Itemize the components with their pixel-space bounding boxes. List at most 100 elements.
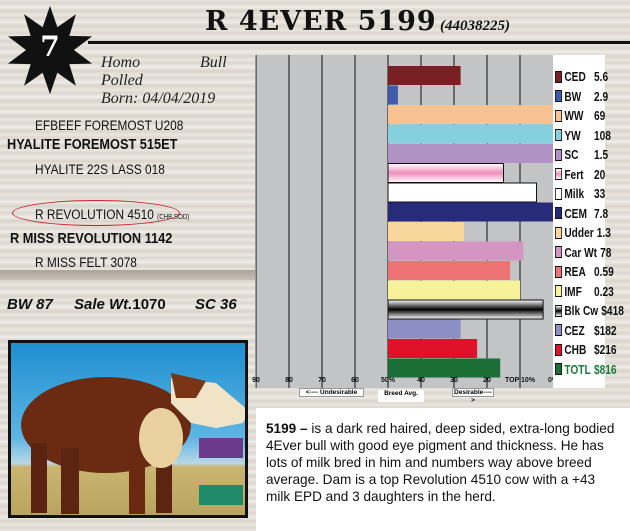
legend-item: BW 2.9 (555, 87, 608, 106)
legend-epd: 7.8 (594, 205, 609, 221)
legend-swatch (555, 226, 563, 239)
legend-swatch (555, 129, 563, 141)
pedigree-sire-dam: HYALITE 22S LASS 018 (35, 162, 165, 177)
legend-item: Udder 1.3 (555, 223, 611, 242)
sale-weight-label: Sale Wt. (74, 296, 133, 313)
lot-number: 7 (40, 30, 60, 63)
legend-epd: 1.3 (596, 225, 611, 240)
bar-milk (387, 182, 537, 203)
legend-item: CED 5.6 (555, 67, 608, 86)
legend-epd: $182 (594, 322, 617, 338)
bar-sc (388, 144, 553, 163)
legend-item: CEM 7.8 (555, 204, 608, 223)
legend-epd: 5.6 (594, 69, 609, 84)
axis-label-desirable: Desirable----> (452, 388, 494, 404)
registration-number: (44038225) (440, 18, 510, 34)
bar-cez (388, 319, 461, 339)
bar-cem (388, 202, 553, 222)
legend-item: CEZ $182 (555, 321, 617, 340)
legend-item: Blk Cw $418 (555, 301, 624, 320)
legend-item: IMF 0.23 (555, 282, 614, 301)
bull-image (21, 373, 245, 514)
bar-yw (388, 124, 553, 144)
legend-swatch (555, 90, 563, 102)
animal-title: R 4EVER 5199 (205, 6, 437, 37)
legend-swatch (555, 285, 563, 297)
legend-trait: CED (564, 69, 586, 84)
birth-weight: BW 87 (7, 296, 53, 313)
axis-label-breed-avg: Breed Avg. (378, 390, 424, 402)
legend-swatch (555, 187, 563, 200)
legend-item: TOTL $816 (555, 360, 617, 379)
legend-epd: 33 (594, 186, 606, 201)
title-rule (88, 41, 630, 44)
legend-item: REA 0.59 (555, 262, 614, 281)
legend-epd: 0.23 (594, 283, 614, 299)
tick-label: TOP 10% (504, 377, 536, 384)
legend-swatch (555, 109, 563, 122)
legend-item: CHB $216 (555, 340, 617, 359)
legend-trait: Car Wt (564, 244, 598, 260)
horn-status: Homo (101, 54, 141, 71)
dam-sire-name: R REVOLUTION 4510 (35, 207, 154, 222)
tick-label: 20 (483, 377, 491, 384)
pedigree-dam: R MISS REVOLUTION 1142 (10, 231, 173, 247)
legend-item: SC 1.5 (555, 145, 608, 164)
description-lead: 5199 – (266, 421, 308, 436)
bar-totl (388, 358, 501, 378)
legend-item: Fert 20 (555, 165, 605, 184)
legend-trait: SC (564, 147, 579, 162)
wood-band (0, 270, 255, 280)
legend-trait: BW (564, 88, 582, 104)
pedigree-dam-dam: R MISS FELT 3078 (35, 255, 137, 270)
legend-swatch (555, 304, 563, 317)
pedigree-sire-sire: EFBEEF FOREMOST U208 (35, 118, 184, 133)
bar-rea (388, 261, 511, 280)
birth-date: Born: 04/04/2019 (101, 90, 216, 107)
bar-blk-cw (387, 299, 544, 320)
legend-swatch (555, 324, 563, 336)
bar-ced (388, 66, 461, 85)
legend-swatch (555, 148, 563, 161)
scrotal-circumference: SC 36 (195, 296, 237, 313)
legend-epd: 78 (600, 244, 612, 260)
legend-swatch (555, 265, 563, 278)
legend-trait: Blk Cw (564, 303, 599, 318)
legend-epd: 108 (594, 127, 611, 143)
epd-legend: CED 5.6 BW 2.9 WW 69 YW 108 SC 1.5 Fert 20 Milk 33 CEM… (553, 55, 624, 388)
legend-trait: Milk (564, 186, 585, 201)
pedigree-sire: HYALITE FOREMOST 515ET (7, 137, 178, 153)
dam-sire-note: (CHB,SOD) (157, 214, 190, 221)
bull-photo (8, 340, 248, 518)
legend-item: Milk 33 (555, 184, 605, 203)
legend-trait: TOTL (564, 361, 591, 377)
legend-swatch (555, 343, 563, 356)
tick-label: 80 (285, 377, 293, 384)
legend-epd: 1.5 (594, 147, 609, 162)
legend-item: WW 69 (555, 106, 605, 125)
legend-epd: 2.9 (594, 88, 609, 104)
bar-ww (388, 105, 553, 124)
bar-chb (388, 339, 478, 358)
tick-label: 90 (252, 377, 260, 384)
tick-label: 60 (351, 377, 359, 384)
legend-epd: $216 (594, 342, 617, 357)
legend-epd: 69 (594, 108, 606, 123)
pedigree-dam-sire: R REVOLUTION 4510 (CHB,SOD) (35, 207, 189, 222)
legend-trait: CEZ (564, 322, 585, 338)
legend-item: YW 108 (555, 126, 611, 145)
legend-epd: $816 (594, 361, 617, 377)
legend-swatch (555, 168, 563, 180)
sale-weight: Sale Wt.1070 (74, 296, 166, 313)
legend-swatch (555, 246, 563, 258)
description-body: is a dark red haired, deep sided, extra-… (266, 421, 615, 504)
axis-label-undesirable: <---- Undesirable (299, 388, 364, 397)
bar-car-wt (388, 241, 524, 261)
tick-label: 70 (318, 377, 326, 384)
bar-imf (388, 280, 520, 300)
sex: Bull (200, 54, 227, 71)
sale-weight-value: 1070 (132, 296, 166, 313)
legend-trait: WW (564, 108, 584, 123)
legend-trait: Fert (564, 166, 584, 182)
legend-trait: REA (564, 264, 586, 279)
